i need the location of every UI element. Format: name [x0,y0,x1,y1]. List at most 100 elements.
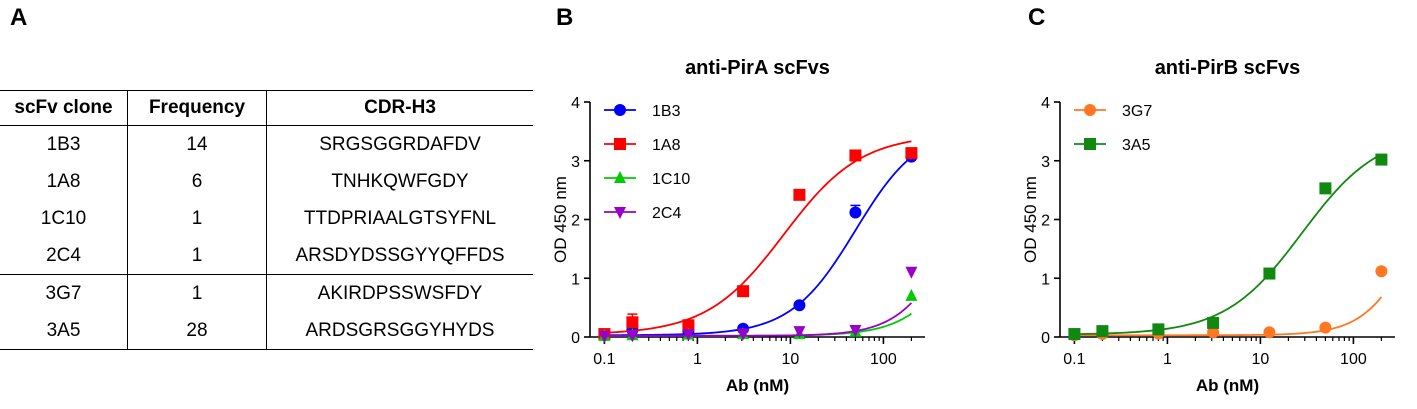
y-tick-label: 1 [571,271,580,288]
data-point [1263,267,1276,280]
data-point [849,324,862,337]
legend-item-1a8: 1A8 [604,137,681,154]
data-point [1319,182,1332,195]
data-point [905,266,918,279]
cdr-h3-cell: TTDPRIAALGTSYFNL [303,207,497,229]
data-point [1207,326,1220,339]
data-point [849,149,862,162]
legend-label: 1C10 [652,171,690,188]
data-point [1375,153,1388,166]
y-axis-label: OD 450 nm [1021,176,1040,263]
chart-title: anti-PirA scFvs [685,57,830,79]
y-tick-label: 3 [1041,154,1050,171]
legend-marker [1084,138,1096,150]
cdr-h3-cell: AKIRDPSSWSFDY [266,274,533,312]
series-1c10 [598,288,918,341]
table-row: 3G7 1 AKIRDPSSWSFDY [0,274,533,312]
y-tick-label: 2 [571,213,580,230]
legend-marker [614,207,626,219]
data-point [1096,325,1109,338]
data-point [905,288,918,301]
fit-curve [604,140,912,334]
table-header-row: scFv clone Frequency CDR-H3 [0,90,533,126]
y-axis-label: OD 450 nm [551,176,570,263]
chart-anti-pira: anti-PirA scFvs 0 1 2 3 4 0.1 1 10 100 Ab (nM) OD 4… [551,57,925,395]
clone-cell: 1B3 [0,125,128,163]
chart-title: anti-PirB scFvs [1155,57,1301,79]
chart-anti-pirb: anti-PirB scFvs 0 1 2 3 4 0.1 1 10 100 Ab (nM) OD 4… [1021,57,1395,395]
header-scfv-clone: scFv clone [0,90,128,126]
cdr-h3-cell: ARDSGRSGGYHYDS [266,312,533,350]
header-frequency: Frequency [127,90,267,126]
fit-curve [604,302,913,337]
clone-table: scFv clone Frequency CDR-H3 1B3 14 SRGSG… [0,90,533,350]
table-row: 2C4 1 ARSDYDSSGYYQFFDS [0,237,533,275]
header-cdr-h3: CDR-H3 [266,90,533,126]
x-tick-label: 0.1 [1063,351,1085,368]
clone-cell: 3G7 [0,274,128,312]
y-tick-label: 0 [571,330,580,347]
clone-cell: 3A5 [0,312,128,350]
legend-label: 1A8 [652,137,681,154]
legend-label: 2C4 [652,205,681,222]
legend-marker [614,171,626,183]
x-tick-label: 100 [870,351,897,368]
data-point [1152,323,1165,336]
data-point [1375,265,1388,278]
frequency-cell: 1 [127,274,267,312]
table-row: 1A8 6 TNHKQWFGDY [0,163,533,200]
clone-cell: 1C10 [0,200,128,237]
panel-letter-b: B [556,4,574,31]
data-point [598,330,611,343]
x-tick-label: 1 [693,351,702,368]
legend-item-1b3: 1B3 [604,103,681,120]
fit-curve [604,156,912,337]
fit-curve [1074,296,1383,337]
frequency-cell: 1 [127,200,267,237]
fit-curve [1074,153,1382,335]
data-point [793,188,806,201]
cdr-h3-cell: TNHKQWFGDY [331,170,469,192]
legend-marker [1084,104,1096,116]
panel-letter-c: C [1028,4,1046,31]
frequency-cell: 1 [127,237,267,275]
cdr-h3-cell: SRGSGGRDAFDV [319,133,481,155]
legend-marker [614,104,626,116]
frequency-cell: 6 [127,163,267,200]
data-point [793,299,806,312]
data-point [626,330,639,343]
legend-label: 3G7 [1122,103,1152,120]
legend-marker [614,138,626,150]
legend-label: 1B3 [652,103,681,120]
table-row: 1B3 14 SRGSGGRDAFDV [0,125,533,163]
series-1b3 [598,150,918,342]
series-2c4 [598,266,918,343]
panel-letter-a: A [10,4,28,31]
y-tick-label: 4 [1041,95,1050,112]
y-tick-label: 3 [571,154,580,171]
series-3a5 [1068,153,1388,341]
legend-item-3a5: 3A5 [1074,137,1151,154]
legend-item-1c10: 1C10 [604,171,690,188]
series-3g7 [1068,265,1388,342]
legend-item-2c4: 2C4 [604,205,681,222]
series-1a8 [598,140,918,341]
clone-cell: 1A8 [0,163,128,200]
data-point [849,206,862,219]
y-tick-label: 1 [1041,271,1050,288]
data-point [1319,321,1332,334]
table-row: 1C10 1 TTDPRIAALGTSYFNL [0,200,533,237]
x-axis-label: Ab (nM) [1196,376,1259,395]
x-tick-label: 0.1 [593,351,615,368]
y-tick-label: 0 [1041,330,1050,347]
data-point [1068,328,1081,341]
data-point [905,147,918,160]
clone-cell: 2C4 [0,237,128,275]
data-point [737,328,750,341]
data-point [737,285,750,298]
table-row: 3A5 28 ARDSGRSGGYHYDS [0,312,533,350]
x-tick-label: 1 [1163,351,1172,368]
data-point [1263,326,1276,339]
x-tick-label: 100 [1340,351,1367,368]
data-point [682,319,695,332]
